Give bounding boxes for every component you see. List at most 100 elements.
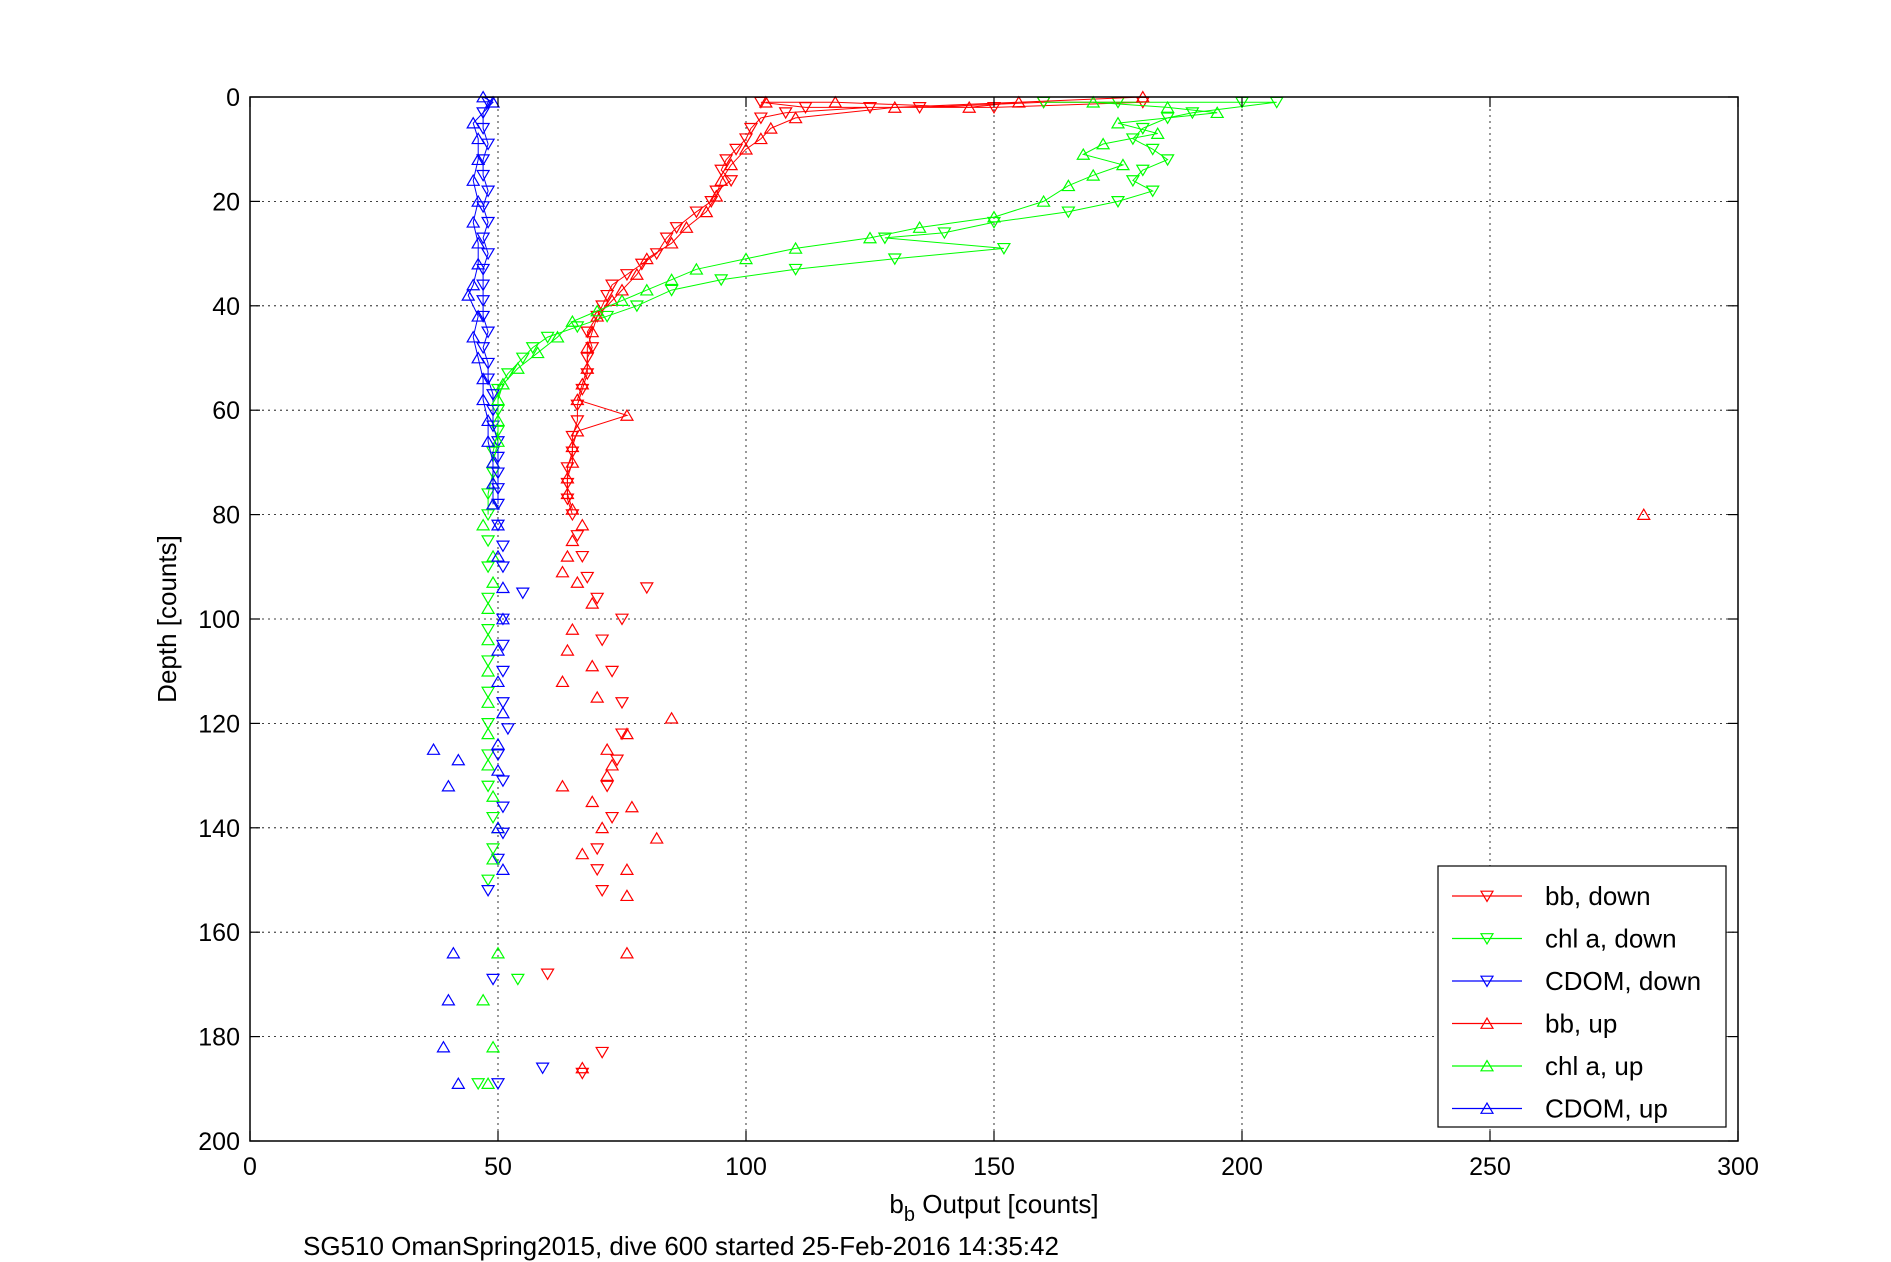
data-point: [515, 352, 530, 365]
data-point: [1110, 116, 1126, 129]
data-point: [570, 393, 585, 406]
data-point: [664, 711, 679, 724]
data-point: [481, 138, 496, 151]
y-tick-label: 200: [198, 1128, 240, 1156]
legend-marker: [1479, 1016, 1495, 1029]
data-point: [649, 831, 664, 844]
data-point: [490, 1078, 506, 1091]
x-tick-label: 150: [973, 1153, 1015, 1181]
data-point: [570, 424, 585, 437]
data-point: [738, 142, 754, 155]
data-point: [575, 377, 590, 390]
x-tick-label: 300: [1717, 1153, 1759, 1181]
data-point: [862, 102, 878, 115]
data-point: [490, 675, 506, 688]
data-point: [476, 310, 491, 323]
data-point: [510, 973, 525, 986]
data-point: [1160, 100, 1175, 113]
data-point: [1125, 175, 1140, 188]
data-point: [471, 194, 486, 207]
data-point: [490, 643, 506, 656]
data-point: [490, 946, 506, 959]
data-point: [639, 283, 654, 296]
data-point: [471, 236, 486, 249]
data-point: [580, 326, 595, 339]
y-tick-label: 140: [198, 815, 240, 843]
data-point: [540, 331, 555, 344]
y-tick-label: 180: [198, 1024, 240, 1052]
data-point: [466, 173, 481, 186]
data-point: [629, 267, 644, 280]
data-point: [585, 342, 600, 355]
data-point: [451, 1076, 466, 1089]
data-point: [580, 571, 595, 584]
data-point: [912, 220, 927, 233]
data-point: [565, 534, 580, 547]
data-point: [575, 518, 590, 531]
data-point: [481, 216, 496, 229]
data-point: [679, 220, 694, 233]
data-point: [937, 227, 952, 240]
data-point: [476, 993, 491, 1006]
series-chl-a-up: [476, 95, 1225, 1089]
data-point: [614, 697, 630, 710]
data-point: [481, 535, 496, 548]
data-point: [714, 173, 729, 186]
data-point: [476, 154, 491, 167]
data-point: [471, 153, 486, 166]
data-point: [600, 769, 615, 782]
legend-label: bb, up: [1545, 1009, 1617, 1039]
data-point: [639, 252, 654, 265]
data-point: [490, 518, 506, 531]
data-point: [485, 476, 501, 489]
x-tick-label: 200: [1221, 1153, 1263, 1181]
data-point: [724, 175, 739, 188]
data-point: [585, 659, 600, 672]
data-point: [565, 622, 580, 635]
data-point: [495, 665, 511, 678]
data-point: [525, 342, 540, 355]
series-cdom-up: [426, 90, 511, 1089]
data-point: [495, 697, 511, 710]
data-point: [481, 601, 496, 614]
data-point: [476, 201, 491, 214]
data-point: [962, 100, 977, 113]
data-point: [481, 373, 496, 386]
data-point: [1061, 206, 1076, 219]
data-point: [689, 262, 704, 275]
data-point: [446, 946, 461, 959]
data-point: [575, 1061, 590, 1074]
data-point: [476, 122, 491, 135]
data-point: [515, 587, 530, 600]
data-point: [560, 471, 575, 484]
data-point: [605, 293, 620, 306]
data-point: [481, 357, 496, 370]
data-point: [490, 483, 506, 496]
data-point: [485, 973, 501, 986]
data-point: [575, 847, 590, 860]
data-point: [1185, 107, 1200, 120]
data-point: [510, 361, 525, 374]
data-point: [500, 368, 515, 381]
data-point: [476, 279, 491, 292]
data-point: [490, 763, 506, 776]
data-point: [580, 340, 595, 353]
data-point: [490, 451, 506, 464]
data-point: [490, 414, 506, 427]
data-point: [585, 325, 600, 338]
data-point: [476, 295, 491, 308]
data-point: [481, 1076, 496, 1089]
data-point: [605, 279, 620, 292]
data-point: [490, 467, 506, 480]
data-point: [485, 389, 501, 402]
data-point: [590, 304, 605, 317]
data-point: [724, 158, 739, 171]
data-point: [624, 800, 639, 813]
data-point: [495, 639, 511, 652]
data-point: [535, 1062, 550, 1075]
data-point: [485, 95, 501, 108]
data-point: [619, 269, 635, 282]
data-point: [490, 549, 506, 562]
data-point: [540, 968, 555, 981]
data-point: [481, 874, 496, 887]
